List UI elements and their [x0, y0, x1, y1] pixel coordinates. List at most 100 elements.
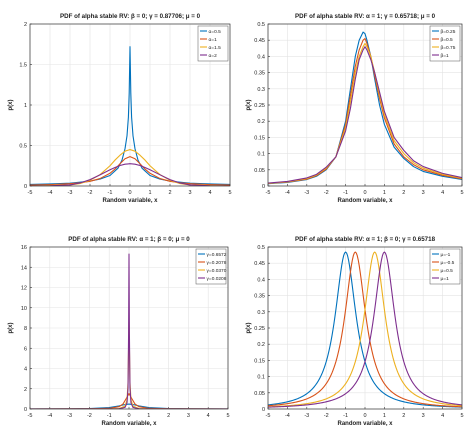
- legend: μ=-1 μ=-0.5 μ=0.5 μ=1: [429, 248, 461, 285]
- x-tick-label: 1: [383, 413, 386, 419]
- series-line-4: [268, 251, 462, 408]
- y-tick-label: 0.5: [257, 22, 265, 28]
- legend-label: μ=-1: [441, 252, 451, 258]
- x-tick-label: -3: [304, 190, 309, 196]
- axes-box: [29, 246, 229, 410]
- chart-title: PDF of alpha stable RV: α = 1; β = 0; μ …: [68, 236, 190, 243]
- y-tick-label: 0.45: [254, 38, 265, 44]
- x-tick-label: -5: [266, 413, 271, 419]
- y-tick-label: 6: [24, 346, 27, 352]
- chart-title: PDF of alpha stable RV: β = 0; γ = 0.877…: [60, 13, 201, 20]
- y-tick-label: 0.05: [254, 168, 265, 174]
- series-line-2: [268, 38, 462, 184]
- x-tick-label: -1: [108, 190, 113, 196]
- y-tick-label: 0: [24, 184, 27, 190]
- legend-label: μ=-0.5: [441, 260, 455, 266]
- x-tick-label: 2: [167, 413, 170, 419]
- legend-label: γ=0.0208: [207, 276, 227, 282]
- x-tick-label: -4: [48, 190, 53, 196]
- x-tick-label: -1: [343, 413, 348, 419]
- chart-panel-2: -5 -4 -3 -2 -1 0 1 2 3 4 5 0 0.05 0.1 0.15 0.2 0.25 0.3 0.…: [246, 13, 464, 204]
- y-tick-label: 0.25: [254, 326, 265, 332]
- x-tick-label: 1: [383, 190, 386, 196]
- legend-label: γ=0.0370: [207, 268, 227, 274]
- x-tick-label: -1: [343, 190, 348, 196]
- x-tick-label: 3: [188, 190, 191, 196]
- axes-box: [267, 246, 463, 410]
- x-tick-label: -4: [47, 413, 52, 419]
- series-line-4: [268, 46, 462, 184]
- series-line-3: [30, 149, 230, 186]
- x-tick-label: -4: [285, 413, 290, 419]
- series-group: [30, 46, 230, 186]
- x-tick-label: -5: [266, 190, 271, 196]
- x-tick-label: 4: [207, 413, 210, 419]
- legend-label: β=1: [441, 53, 450, 59]
- x-tick-label: -4: [285, 190, 290, 196]
- legend-label: γ=0.6572: [207, 252, 227, 258]
- y-tick-label: 0.2: [257, 342, 265, 348]
- chart-panel-1: -5 -4 -3 -2 -1 0 1 2 3 4 5 0 0.5 1 1.5 2 PDF of alpha st…: [8, 13, 232, 204]
- x-tick-label: 2: [168, 190, 171, 196]
- x-tick-label: -3: [304, 413, 309, 419]
- legend-label: α=0.5: [209, 29, 222, 35]
- y-tick-label: 0: [262, 184, 265, 190]
- y-tick-label: 0: [24, 407, 27, 413]
- x-tick-label: 1: [147, 413, 150, 419]
- x-axis-label: Random variable, x: [101, 421, 157, 427]
- x-tick-label: 3: [187, 413, 190, 419]
- y-tick-label: 16: [21, 245, 27, 251]
- y-tick-label: 0.35: [254, 294, 265, 300]
- y-tick-label: 0.35: [254, 71, 265, 77]
- chart-title: PDF of alpha stable RV: α = 1; γ = 0.657…: [295, 13, 436, 20]
- legend-label: μ=0.5: [441, 268, 454, 274]
- legend-label: β=0.75: [441, 45, 456, 51]
- legend: α=0.5 α=1 α=1.5 α=2: [197, 25, 229, 62]
- x-tick-label: -5: [28, 190, 33, 196]
- x-tick-label: -2: [324, 413, 329, 419]
- series-line-3: [268, 251, 462, 408]
- y-tick-label: 0.5: [19, 144, 27, 150]
- x-tick-label: 5: [228, 190, 231, 196]
- x-tick-label: -1: [107, 413, 112, 419]
- legend-label: α=1.5: [209, 45, 222, 51]
- y-axis-label: p(x): [8, 100, 14, 111]
- y-tick-label: 1.5: [19, 63, 27, 69]
- legend-label: β=0.5: [441, 37, 454, 43]
- legend-label: β=0.25: [441, 29, 456, 35]
- y-tick-label: 10: [21, 306, 27, 312]
- y-tick-label: 0.3: [257, 87, 265, 93]
- x-tick-label: 0: [128, 190, 131, 196]
- series-line-3: [268, 42, 462, 184]
- x-tick-label: -3: [68, 190, 73, 196]
- y-tick-label: 0.1: [257, 152, 265, 158]
- y-tick-label: 0.5: [257, 245, 265, 251]
- x-tick-label: 2: [402, 190, 405, 196]
- y-tick-label: 8: [24, 326, 27, 332]
- axes-box: [29, 23, 231, 187]
- series-group: [268, 31, 462, 185]
- y-tick-label: 0.1: [257, 375, 265, 381]
- x-tick-label: -2: [87, 413, 92, 419]
- chart-title: PDF of alpha stable RV: α = 1; β = 0; γ …: [295, 236, 436, 243]
- y-tick-label: 12: [21, 286, 27, 292]
- legend-label: α=2: [209, 53, 218, 59]
- x-tick-label: 3: [422, 413, 425, 419]
- x-tick-label: -2: [88, 190, 93, 196]
- x-tick-label: -2: [324, 190, 329, 196]
- legend: γ=0.6572 γ=0.2078 γ=0.0370 γ=0.0208: [195, 248, 227, 285]
- x-tick-label: 1: [148, 190, 151, 196]
- series-group: [268, 251, 462, 408]
- x-tick-label: -5: [28, 413, 33, 419]
- series-line-4: [30, 163, 230, 186]
- x-tick-label: 5: [460, 190, 463, 196]
- y-tick-label: 2: [24, 387, 27, 393]
- y-tick-label: 0.25: [254, 103, 265, 109]
- x-tick-label: -3: [67, 413, 72, 419]
- chart-panel-4: -5 -4 -3 -2 -1 0 1 2 3 4 5 0 0.05 0.1 0.15 0.2 0.25 0.3 0.…: [246, 236, 464, 427]
- x-tick-label: 4: [208, 190, 211, 196]
- y-tick-label: 0.45: [254, 261, 265, 267]
- y-tick-label: 0.4: [257, 54, 265, 60]
- y-axis-label: p(x): [246, 323, 252, 334]
